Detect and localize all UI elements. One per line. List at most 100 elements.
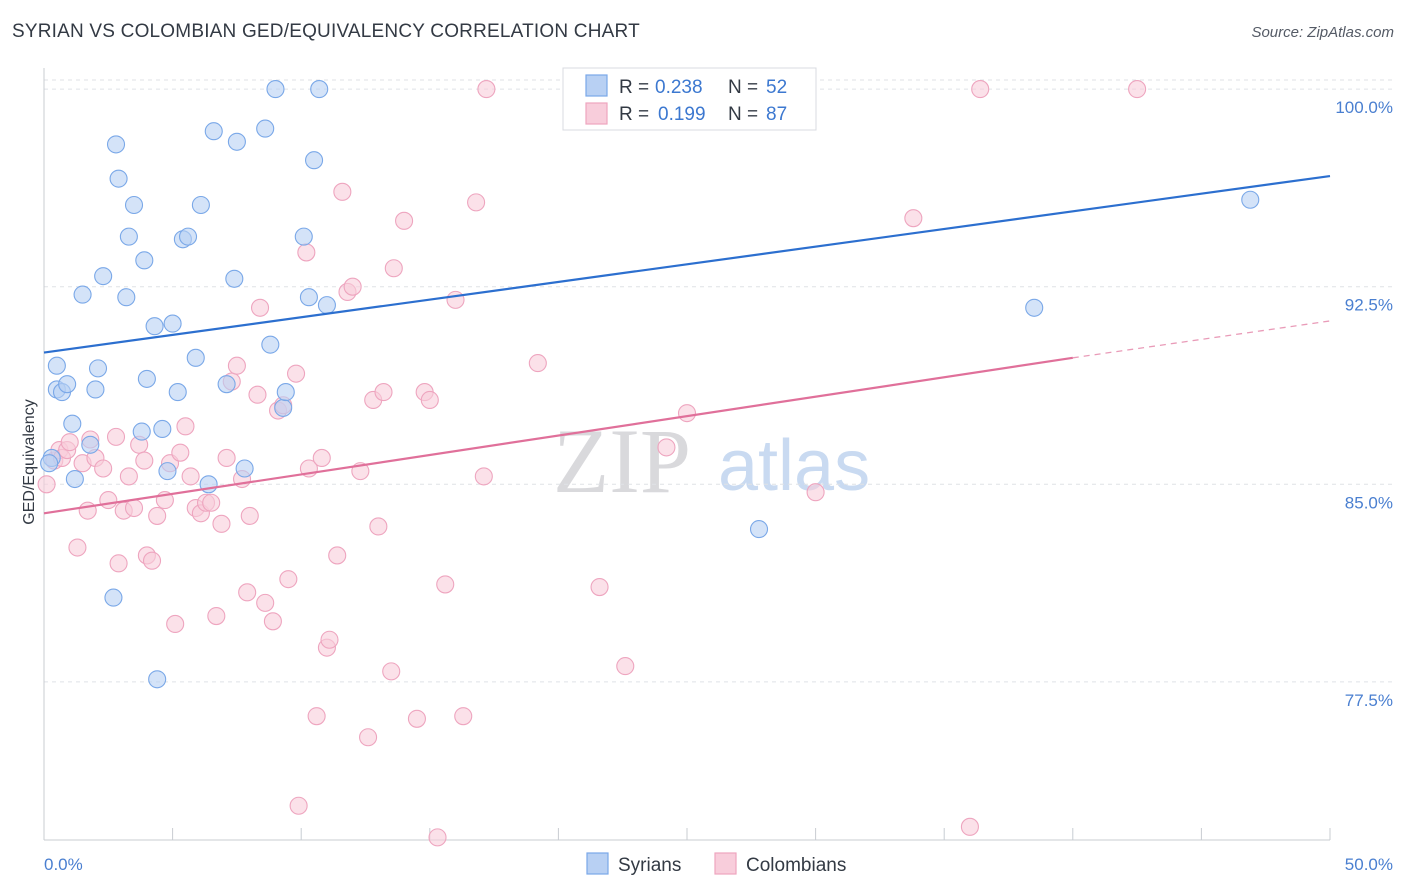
- syrians-point-18: [132, 422, 151, 441]
- syrians-point-13: [106, 135, 126, 154]
- colombians-point-19: [135, 451, 154, 470]
- colombians-point-17: [124, 498, 144, 518]
- series-syrians-points: [40, 80, 1260, 689]
- colombians-point-44: [263, 612, 282, 631]
- legend: R = 0.238 N = 52 R = 0.199 N = 87: [562, 67, 817, 131]
- syrians-point-15: [117, 288, 136, 307]
- trend-lines: [43, 174, 1331, 515]
- colombians-point-75: [467, 193, 486, 212]
- series-colombians-points: [37, 80, 1147, 847]
- colombians-point-61: [359, 728, 378, 747]
- syrians-point-10: [88, 359, 108, 378]
- syrians-trend-line: [43, 174, 1331, 354]
- y-tick-label-0: 100.0%: [1335, 98, 1393, 117]
- syrians-point-34: [225, 269, 244, 288]
- colombians-point-33: [207, 606, 226, 626]
- syrians-point-35: [227, 132, 246, 151]
- colombians-point-70: [420, 390, 439, 410]
- bottom-legend-label-syrians: Syrians: [618, 855, 681, 876]
- syrians-point-17: [124, 195, 144, 215]
- colombians-point-68: [407, 709, 426, 728]
- syrians-point-19: [135, 251, 154, 270]
- legend-r-label-syrians: R =: [619, 77, 649, 98]
- syrians-point-37: [256, 119, 275, 138]
- colombians-point-85: [960, 817, 979, 836]
- colombians-point-37: [227, 356, 246, 375]
- colombians-point-63: [369, 517, 388, 536]
- colombians-point-64: [374, 383, 393, 402]
- syrians-point-42: [294, 227, 313, 246]
- colombians-point-42: [250, 298, 270, 317]
- legend-r-value-syrians: 0.238: [655, 77, 703, 98]
- colombians-point-26: [171, 443, 190, 462]
- colombians-point-14: [109, 554, 128, 573]
- syrians-point-6: [65, 469, 84, 489]
- colombians-point-66: [384, 259, 403, 278]
- colombians-point-21: [142, 551, 162, 570]
- syrians-point-22: [148, 670, 167, 689]
- colombians-point-78: [528, 354, 547, 373]
- syrians-point-20: [137, 369, 156, 388]
- y-tick-label-1: 92.5%: [1345, 296, 1393, 315]
- colombians-point-67: [395, 211, 414, 230]
- syrians-point-4: [58, 375, 77, 394]
- syrians-point-5: [63, 414, 82, 433]
- syrians-point-36: [235, 459, 254, 478]
- syrians-point-8: [81, 435, 100, 454]
- syrians-point-46: [317, 296, 336, 315]
- syrians-point-26: [168, 383, 187, 402]
- syrians-point-24: [158, 462, 177, 481]
- syrians-point-33: [217, 375, 236, 394]
- bottom-legend-label-colombians: Colombians: [746, 855, 846, 876]
- colombians-point-49: [289, 796, 308, 815]
- syrians-point-29: [186, 348, 205, 367]
- syrians-point-28: [178, 227, 198, 246]
- colombians-point-13: [106, 427, 126, 446]
- syrians-point-47: [749, 520, 769, 539]
- syrians-point-30: [191, 195, 210, 215]
- colombians-point-25: [166, 614, 185, 633]
- syrians-point-50: [1241, 190, 1260, 209]
- syrians-point-2: [47, 356, 66, 375]
- colombians-point-0: [37, 475, 56, 494]
- colombians-point-34: [212, 514, 231, 533]
- colombians-point-22: [148, 506, 167, 525]
- x-tick-label-min: 0.0%: [44, 855, 83, 874]
- colombians-point-53: [312, 448, 331, 468]
- colombians-point-41: [248, 385, 267, 404]
- y-tick-labels: 100.0% 92.5% 85.0% 77.5%: [1335, 98, 1393, 710]
- syrians-point-44: [305, 151, 324, 170]
- syrians-point-45: [310, 80, 329, 99]
- colombians-point-71: [428, 828, 447, 847]
- colombians-point-74: [454, 707, 473, 726]
- legend-r-label-colombians: R =: [619, 104, 649, 125]
- legend-n-label-syrians: N =: [728, 77, 758, 98]
- bottom-legend-swatch-colombians: [714, 852, 737, 875]
- syrians-point-40: [274, 398, 293, 417]
- colombians-point-6: [68, 538, 87, 557]
- legend-swatch-colombians: [585, 102, 608, 125]
- colombians-point-16: [119, 467, 138, 486]
- colombians-point-28: [181, 467, 200, 486]
- syrians-point-21: [145, 317, 164, 336]
- colombians-trend-line-extension: [1072, 320, 1331, 359]
- syrians-point-23: [153, 419, 172, 439]
- syrians-point-14: [109, 169, 128, 188]
- legend-swatch-syrians: [585, 74, 608, 97]
- colombians-point-81: [657, 438, 676, 457]
- colombians-point-73: [446, 290, 465, 309]
- colombians-point-86: [971, 80, 990, 99]
- colombians-point-12: [99, 491, 118, 510]
- legend-n-value-syrians: 52: [766, 77, 787, 98]
- colombians-point-50: [297, 243, 316, 262]
- chart-source: Source: ZipAtlas.com: [1251, 24, 1394, 41]
- syrians-point-38: [261, 335, 280, 354]
- legend-n-label-colombians: N =: [728, 104, 758, 125]
- colombians-point-40: [240, 506, 259, 525]
- colombians-point-79: [590, 578, 609, 597]
- colombians-point-43: [256, 593, 275, 612]
- colombians-point-87: [1128, 80, 1147, 99]
- colombians-point-48: [287, 364, 306, 383]
- colombians-point-84: [904, 209, 923, 228]
